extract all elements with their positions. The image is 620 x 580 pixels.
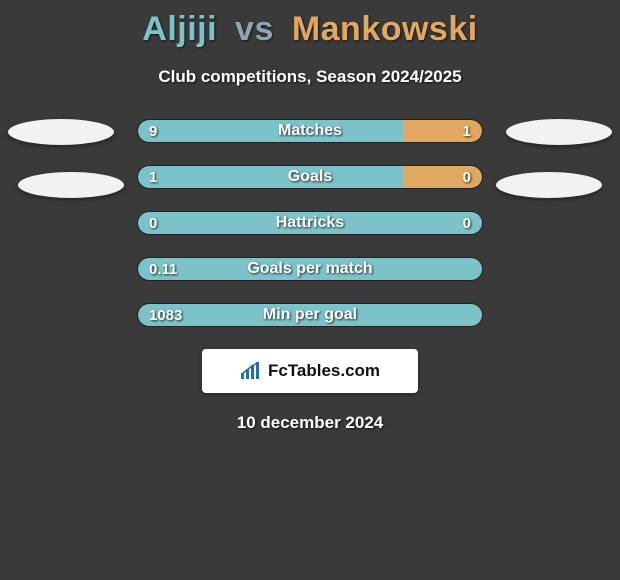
stat-row: 10Goals	[137, 165, 483, 189]
page-title: Aljiji vs Mankowski	[0, 0, 620, 49]
stat-row: 1083Min per goal	[137, 303, 483, 327]
avatar-placeholder-right-1	[506, 119, 612, 145]
stat-label: Min per goal	[137, 303, 483, 327]
source-badge: FcTables.com	[202, 349, 418, 393]
title-vs: vs	[235, 10, 274, 48]
title-player2: Mankowski	[292, 10, 478, 48]
subtitle: Club competitions, Season 2024/2025	[0, 67, 620, 87]
avatar-placeholder-right-2	[496, 172, 602, 198]
title-player1: Aljiji	[142, 10, 217, 48]
comparison-stage: 91Matches 10Goals 00Hattricks 0.11Goals per…	[0, 119, 620, 433]
stat-row: 0.11Goals per match	[137, 257, 483, 281]
chart-bars-icon	[240, 362, 262, 380]
stat-rows: 91Matches 10Goals 00Hattricks 0.11Goals per…	[137, 119, 483, 327]
stat-label: Goals	[137, 165, 483, 189]
stat-row: 00Hattricks	[137, 211, 483, 235]
source-badge-text: FcTables.com	[268, 361, 380, 381]
avatar-placeholder-left-2	[18, 172, 124, 198]
stat-label: Hattricks	[137, 211, 483, 235]
stat-label: Matches	[137, 119, 483, 143]
stat-row: 91Matches	[137, 119, 483, 143]
avatar-placeholder-left-1	[8, 119, 114, 145]
stat-label: Goals per match	[137, 257, 483, 281]
date-text: 10 december 2024	[0, 413, 620, 433]
